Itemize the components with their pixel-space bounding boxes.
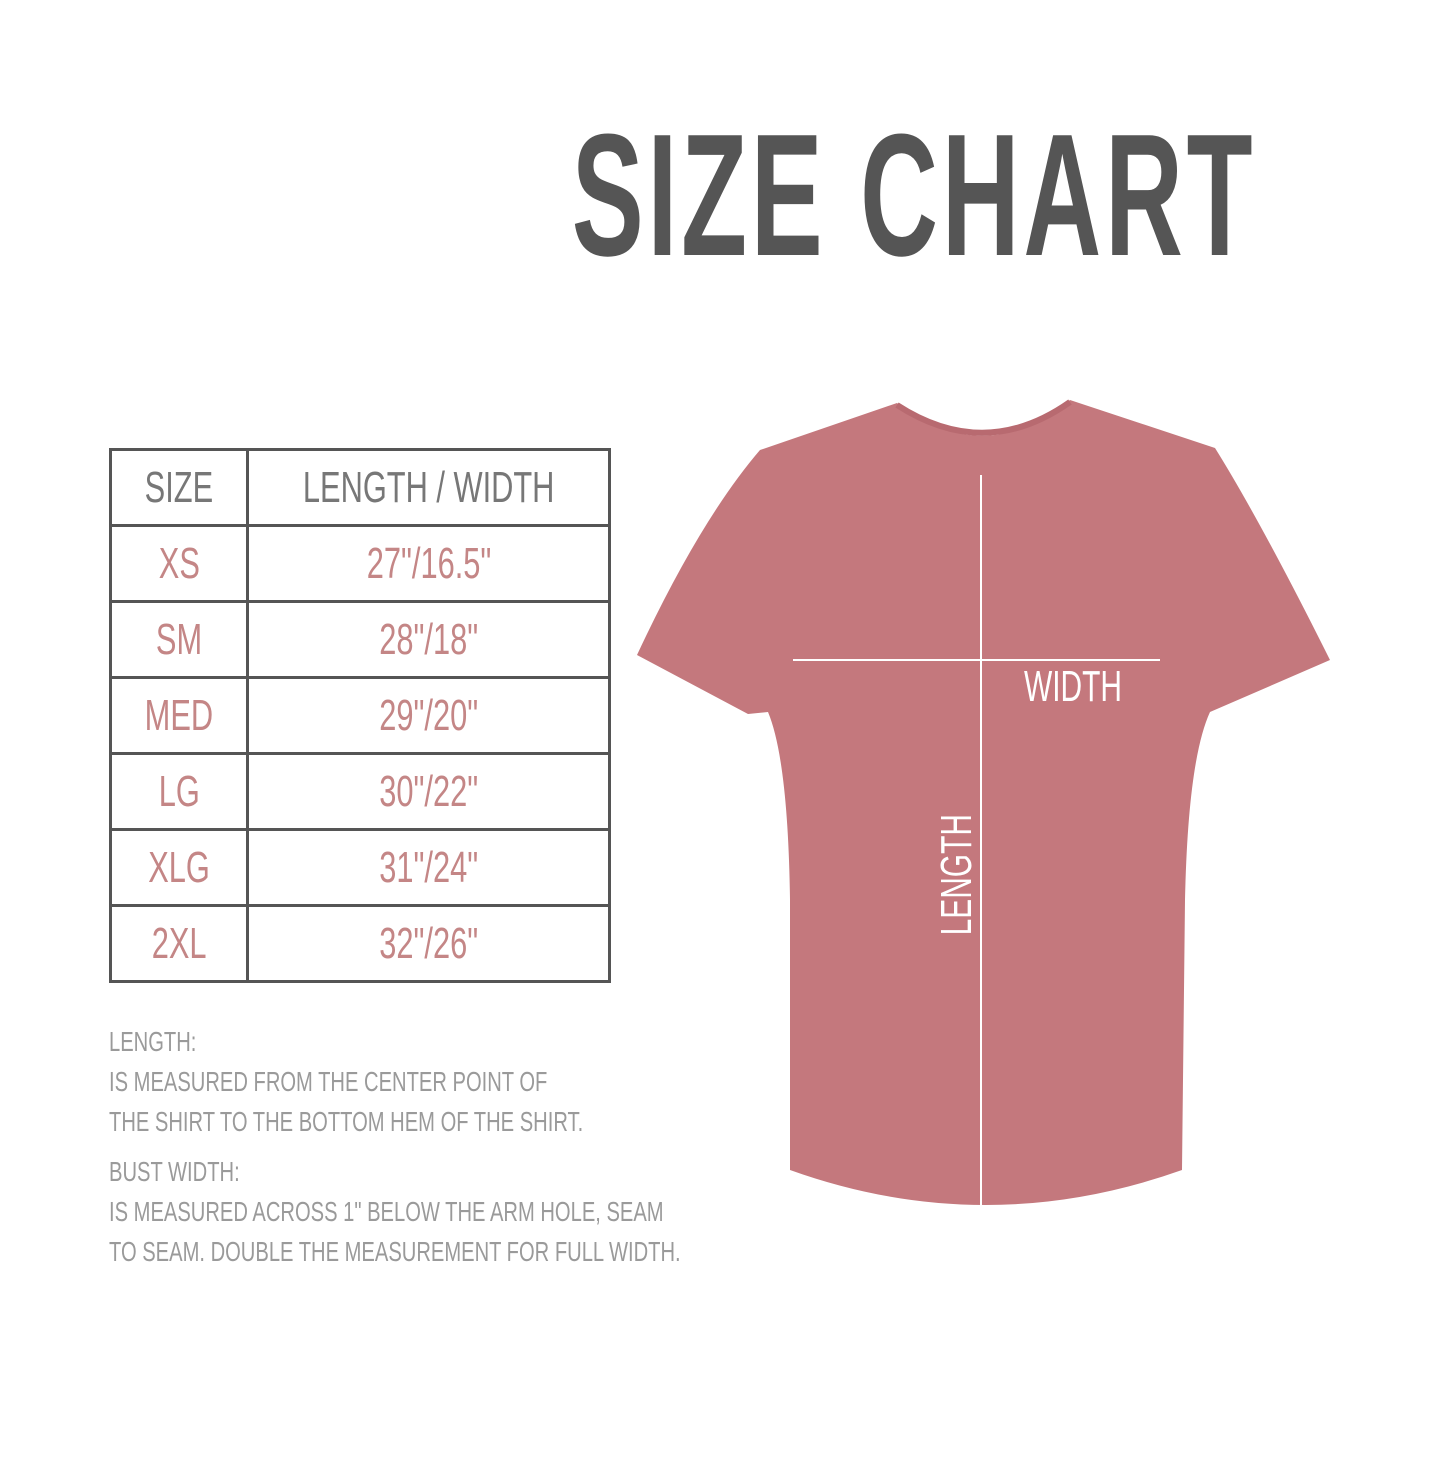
table-row: LG 30"/22" [109, 752, 612, 831]
length-note-line: THE SHIRT TO THE BOTTOM HEM OF THE SHIRT… [109, 1106, 584, 1137]
tshirt-icon [637, 400, 1330, 1205]
measure-cell: 28"/18" [379, 614, 479, 664]
table-row: XS 27"/16.5" [109, 524, 612, 603]
length-label: LENGTH [932, 814, 981, 936]
table-row: SM 28"/18" [109, 600, 612, 679]
size-cell: LG [158, 766, 200, 816]
measurement-notes: LENGTH: IS MEASURED FROM THE CENTER POIN… [109, 1022, 681, 1272]
measure-cell: 31"/24" [379, 842, 479, 892]
table-header-row: SIZE LENGTH / WIDTH [109, 448, 612, 527]
size-cell: XLG [148, 842, 210, 892]
length-note-line: IS MEASURED FROM THE CENTER POINT OF [109, 1066, 548, 1097]
width-note-line: IS MEASURED ACROSS 1" BELOW THE ARM HOLE… [109, 1196, 664, 1227]
size-cell: MED [144, 690, 214, 740]
header-length-width: LENGTH / WIDTH [302, 462, 555, 512]
table-row: MED 29"/20" [109, 676, 612, 755]
width-note-line: TO SEAM. DOUBLE THE MEASUREMENT FOR FULL… [109, 1236, 681, 1267]
width-label: WIDTH [1024, 662, 1123, 711]
page-title: SIZE CHART [571, 97, 1257, 292]
tshirt-collar [895, 399, 1072, 436]
measure-cell: 30"/22" [379, 766, 479, 816]
measure-cell: 32"/26" [379, 918, 479, 968]
header-size: SIZE [144, 462, 214, 512]
table-row: 2XL 32"/26" [109, 904, 612, 983]
table-row: XLG 31"/24" [109, 828, 612, 907]
width-heading: BUST WIDTH: [109, 1156, 240, 1187]
length-heading: LENGTH: [109, 1026, 197, 1057]
measure-cell: 27"/16.5" [366, 538, 491, 588]
size-table: SIZE LENGTH / WIDTH XS 27"/16.5" SM 28"/18… [109, 448, 612, 983]
measure-cell: 29"/20" [379, 690, 479, 740]
size-cell: SM [155, 614, 203, 664]
size-cell: 2XL [151, 918, 207, 968]
size-cell: XS [158, 538, 200, 588]
